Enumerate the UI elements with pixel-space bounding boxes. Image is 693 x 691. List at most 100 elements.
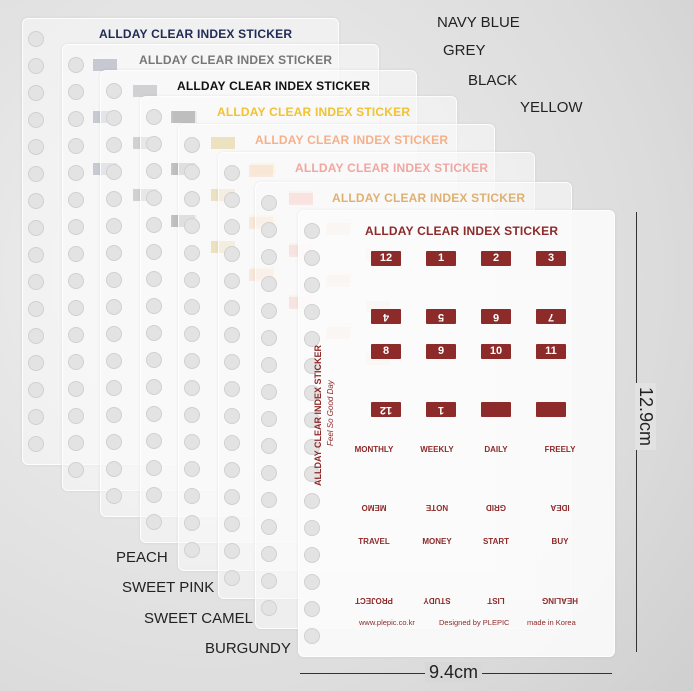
binder-hole [224,192,240,208]
sheet-title: ALLDAY CLEAR INDEX STICKER [365,224,559,238]
sheet-title: ALLDAY CLEAR INDEX STICKER [139,53,333,67]
word-tab: PROJECT [355,596,393,605]
word-tab: DAILY [484,445,508,454]
binder-hole [184,515,200,531]
binder-hole [304,493,320,509]
binder-hole [106,83,122,99]
binder-hole [146,163,162,179]
binder-hole [224,381,240,397]
word-tab: MONEY [422,537,452,546]
binder-hole [146,433,162,449]
color-label: BURGUNDY [205,640,291,657]
binder-hole [184,191,200,207]
binder-hole [146,406,162,422]
binder-hole [261,411,277,427]
binder-hole [261,600,277,616]
binder-hole [184,434,200,450]
binder-hole [261,330,277,346]
binder-hole [28,355,44,371]
binder-hole [106,407,122,423]
binder-hole [68,327,84,343]
binder-hole [224,219,240,235]
binder-hole [106,191,122,207]
binder-hole [106,164,122,180]
binder-hole [224,408,240,424]
binder-hole [106,326,122,342]
side-subtitle: Feel So Good Day [326,380,335,446]
binder-hole [106,461,122,477]
icon-tab [481,402,511,417]
binder-hole [28,85,44,101]
binder-hole [68,246,84,262]
binder-hole [106,434,122,450]
binder-hole [146,190,162,206]
number-tab: 9 [426,344,456,359]
number-tab: 2 [481,251,511,266]
binder-hole [304,358,320,374]
binder-hole [184,272,200,288]
color-label: SWEET PINK [122,579,215,596]
dimension-label: 9.4cm [425,662,483,683]
binder-hole [68,273,84,289]
binder-hole [146,487,162,503]
number-tab: 4 [371,309,401,324]
binder-hole [304,250,320,266]
word-tab: IDEA [550,503,570,512]
word-tab: WEEKLY [420,445,454,454]
number-tab: 6 [481,309,511,324]
binder-hole [261,546,277,562]
sheet-title: ALLDAY CLEAR INDEX STICKER [295,161,489,175]
number-tab: 5 [426,309,456,324]
binder-hole [261,519,277,535]
binder-hole [68,192,84,208]
word-tab: GRID [486,503,506,512]
binder-hole [261,573,277,589]
sheet-title: ALLDAY CLEAR INDEX STICKER [255,133,449,147]
binder-hole [28,328,44,344]
dimension-label: 12.9cm [635,382,657,451]
word-tab: LIST [487,596,505,605]
number-tab: 1 [426,402,456,417]
number-tab: 12 [371,402,401,417]
color-label: SWEET CAMEL [144,610,253,627]
binder-hole [28,193,44,209]
binder-hole [224,543,240,559]
binder-hole [261,249,277,265]
binder-hole [68,381,84,397]
binder-hole [146,514,162,530]
binder-hole [68,408,84,424]
binder-hole [304,385,320,401]
binder-hole [146,109,162,125]
word-tab: MONTHLY [354,445,394,454]
binder-hole [304,223,320,239]
binder-hole [68,57,84,73]
binder-hole [28,112,44,128]
binder-hole [261,492,277,508]
binder-hole [304,439,320,455]
sheet-title: ALLDAY CLEAR INDEX STICKER [177,79,371,93]
word-tab: TRAVEL [358,537,390,546]
binder-hole [224,570,240,586]
binder-hole [28,220,44,236]
color-label: GREY [443,42,486,59]
binder-hole [28,274,44,290]
binder-hole [261,303,277,319]
binder-hole [68,435,84,451]
binder-hole [28,58,44,74]
word-tab: STUDY [423,596,451,605]
icon-tab [536,402,566,417]
binder-hole [261,195,277,211]
binder-hole [304,628,320,644]
binder-hole [28,139,44,155]
binder-hole [304,304,320,320]
color-label: YELLOW [520,99,583,116]
binder-hole [28,301,44,317]
binder-hole [28,382,44,398]
binder-hole [304,574,320,590]
binder-hole [224,165,240,181]
binder-hole [106,488,122,504]
binder-hole [146,460,162,476]
binder-hole [184,407,200,423]
